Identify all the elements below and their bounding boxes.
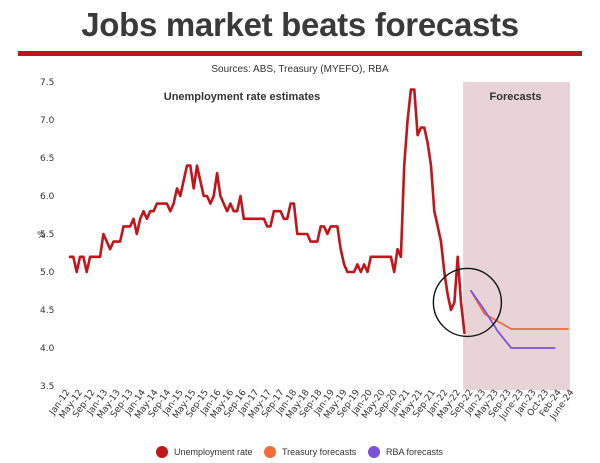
highlight-circle [432, 267, 503, 338]
y-tick-label: 6.0 [40, 192, 55, 202]
region-label-forecasts: Forecasts [490, 91, 542, 103]
series-group [68, 88, 569, 349]
y-tick-label: 3.5 [40, 382, 54, 392]
y-tick-label: 6.5 [40, 154, 54, 164]
legend-label: RBA forecasts [386, 447, 444, 457]
y-axis: 7.5 7.0 6.5 6.0 5.5 5.0 4.5 4.0 3.5 [40, 78, 55, 392]
y-tick-label: 5.5 [40, 230, 54, 240]
rba-forecast-line [470, 290, 556, 349]
y-tick-label: 4.0 [40, 344, 55, 354]
legend-label: Treasury forecasts [282, 447, 357, 457]
region-label-estimates: Unemployment rate estimates [164, 91, 321, 103]
legend-swatch [156, 446, 168, 458]
legend-swatch [264, 446, 276, 458]
y-tick-label: 7.5 [40, 78, 54, 88]
legend-label: Unemployment rate [174, 447, 253, 457]
y-axis-unit: % [37, 231, 46, 241]
x-axis: Jan-12May-12Sep-12Jan-13May-13Sep-13Jan-… [47, 388, 576, 423]
chart-title: Jobs market beats forecasts [81, 6, 519, 43]
chart-subtitle: Sources: ABS, Treasury (MYEFO), RBA [211, 64, 389, 75]
legend: Unemployment rate Treasury forecasts RBA f… [156, 446, 444, 458]
title-rule [18, 51, 582, 56]
forecast-band [463, 82, 570, 390]
y-tick-label: 4.5 [40, 306, 54, 316]
treasury-forecast-line [470, 290, 569, 330]
legend-swatch [368, 446, 380, 458]
unemployment-line [68, 88, 466, 335]
y-tick-label: 5.0 [40, 268, 55, 278]
y-tick-label: 7.0 [40, 116, 55, 126]
